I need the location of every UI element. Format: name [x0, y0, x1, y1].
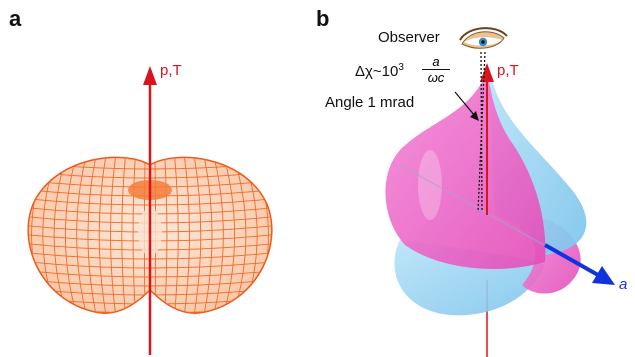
pink-lobe-upper: [385, 70, 546, 269]
mesh-meridian-line: [64, 157, 79, 314]
mesh-meridian-line: [202, 157, 213, 314]
mesh-meridian-line: [269, 157, 272, 314]
mesh-meridian-line: [98, 157, 108, 314]
mesh-meridian-line: [87, 157, 98, 314]
mesh-meridian-line: [110, 157, 117, 314]
fraction-denominator: ωc: [427, 70, 445, 85]
lobe-highlight: [418, 150, 442, 220]
mesh-meridian-line: [183, 157, 190, 314]
mesh-meridian-line: [76, 157, 89, 314]
direction-arrow-shaft: [544, 243, 599, 277]
axis-label-b: p,T: [497, 62, 519, 79]
observer-label: Observer: [378, 29, 440, 46]
direction-arrowhead: [592, 266, 615, 285]
eye-icon: [459, 27, 508, 49]
panel-label-a: a: [9, 6, 22, 31]
delta-chi-prefix: Δχ~10: [355, 63, 399, 80]
axis-arrowhead-a: [143, 66, 157, 85]
mesh-meridian-line: [221, 157, 236, 314]
mesh-meridian-line: [192, 157, 202, 314]
mesh-meridian-line: [28, 157, 31, 314]
mesh-meridian-line: [173, 157, 179, 314]
observer-sightline-2: [477, 51, 486, 213]
delta-chi-label: Δχ~103: [355, 62, 404, 80]
annotation-pointer-head: [470, 111, 479, 121]
axis-arrowhead-b: [480, 63, 494, 82]
axis-label-a: p,T: [160, 62, 182, 79]
mesh-meridian-line: [163, 157, 168, 314]
annotation-pointer: [454, 91, 476, 117]
panel-a-diagram: [27, 66, 273, 355]
mesh-meridian-line: [121, 157, 127, 314]
panel-label-b: b: [316, 6, 330, 31]
fraction-numerator: a: [422, 54, 450, 70]
mesh-meridian-line: [211, 157, 224, 314]
panel-b-diagram: [385, 27, 615, 357]
direction-label: a: [619, 276, 628, 293]
mesh-meridian-line: [132, 157, 137, 314]
delta-chi-exponent: 3: [398, 62, 404, 73]
angle-label: Angle 1 mrad: [325, 94, 415, 111]
